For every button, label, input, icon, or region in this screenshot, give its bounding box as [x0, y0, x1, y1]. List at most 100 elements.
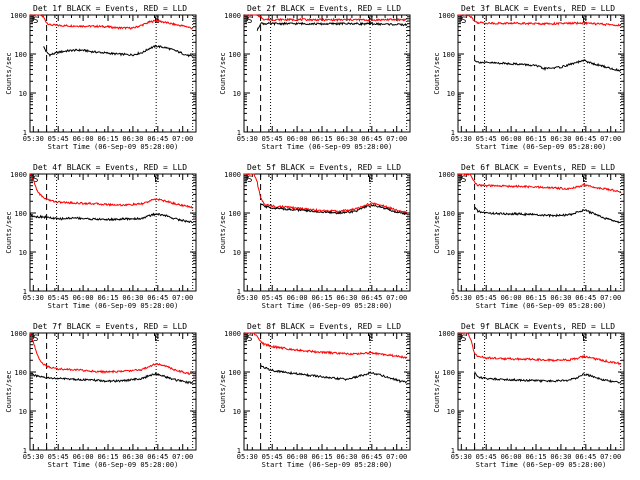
- events-rate-line: [474, 206, 622, 224]
- x-tick-label: 05:45: [476, 135, 497, 143]
- x-tick-label: 05:45: [476, 453, 497, 461]
- x-tick-label: 07:00: [386, 453, 407, 461]
- x-tick-label: 05:30: [237, 135, 258, 143]
- y-axis-label: Counts/sec: [433, 211, 441, 253]
- x-tick-label: 06:00: [73, 294, 94, 302]
- start-marker-label: S: [33, 16, 38, 26]
- x-tick-label: 06:30: [336, 135, 357, 143]
- y-tick-label: 1: [23, 129, 27, 137]
- x-tick-label: 06:15: [311, 135, 332, 143]
- lld-rate-line: [29, 173, 193, 209]
- y-axis-label: Counts/sec: [219, 211, 227, 253]
- y-tick-label: 100: [228, 210, 241, 218]
- panel-title: Det 6f BLACK = Events, RED = LLD: [461, 163, 615, 172]
- plot-frame: [243, 14, 411, 133]
- y-axis-label: Counts/sec: [433, 370, 441, 412]
- panel-title: Det 3f BLACK = Events, RED = LLD: [461, 4, 615, 13]
- panel-title: Det 9f BLACK = Events, RED = LLD: [461, 322, 615, 331]
- events-rate-line: [43, 44, 194, 58]
- y-axis-label: Counts/sec: [5, 52, 13, 94]
- x-tick-label: 06:00: [287, 135, 308, 143]
- x-tick-label: 05:45: [48, 135, 69, 143]
- y-tick-label: 100: [14, 210, 27, 218]
- y-tick-label: 100: [442, 51, 455, 59]
- events-rate-line: [29, 372, 194, 385]
- x-tick-label: 05:45: [262, 453, 283, 461]
- x-axis-label: Start Time (06-Sep-09 05:28:00): [262, 302, 393, 310]
- plot-frame: [457, 14, 625, 133]
- panel-title: Det 4f BLACK = Events, RED = LLD: [33, 163, 187, 172]
- y-tick-label: 1000: [10, 171, 27, 179]
- x-tick-label: 07:00: [172, 453, 193, 461]
- end-marker-label: E: [582, 175, 587, 185]
- x-tick-label: 07:00: [172, 135, 193, 143]
- plot-frame: [457, 173, 625, 292]
- y-tick-label: 1000: [10, 330, 27, 338]
- y-tick-label: 100: [442, 369, 455, 377]
- x-tick-label: 06:30: [550, 453, 571, 461]
- y-tick-label: 10: [19, 90, 27, 98]
- y-tick-label: 1: [237, 447, 241, 455]
- y-tick-label: 10: [447, 249, 455, 257]
- x-tick-label: 06:45: [147, 453, 168, 461]
- detector-panel: Det 9f BLACK = Events, RED = LLD 1 10 100 10…: [433, 322, 625, 469]
- events-rate-line: [474, 58, 622, 72]
- events-rate-line: [256, 21, 407, 31]
- x-tick-label: 05:45: [48, 294, 69, 302]
- x-tick-label: 05:30: [23, 135, 44, 143]
- x-tick-label: 06:30: [550, 135, 571, 143]
- y-tick-label: 1000: [10, 12, 27, 20]
- plot-frame: [29, 173, 197, 292]
- y-tick-label: 100: [14, 51, 27, 59]
- x-tick-label: 07:00: [386, 294, 407, 302]
- events-rate-line: [260, 202, 407, 216]
- detector-panel: Det 1f BLACK = Events, RED = LLD 1 10 100 10…: [5, 4, 197, 151]
- y-tick-label: 1: [237, 288, 241, 296]
- x-tick-label: 06:00: [73, 453, 94, 461]
- end-marker-label: E: [154, 334, 159, 344]
- y-tick-label: 1: [23, 288, 27, 296]
- y-tick-label: 10: [19, 408, 27, 416]
- start-marker-label: S: [461, 175, 466, 185]
- x-tick-label: 06:15: [97, 453, 118, 461]
- x-axis-label: Start Time (06-Sep-09 05:28:00): [48, 302, 179, 310]
- x-tick-label: 06:00: [73, 135, 94, 143]
- detector-panel: Det 3f BLACK = Events, RED = LLD 1 10 100 10…: [433, 4, 625, 151]
- x-tick-label: 06:45: [575, 135, 596, 143]
- x-tick-label: 05:45: [262, 294, 283, 302]
- y-axis-label: Counts/sec: [5, 370, 13, 412]
- y-tick-label: 10: [233, 249, 241, 257]
- x-tick-label: 05:30: [23, 453, 44, 461]
- detector-panel: Det 8f BLACK = Events, RED = LLD 1 10 100 10…: [219, 322, 411, 469]
- start-marker-label: S: [33, 334, 38, 344]
- lld-rate-line: [29, 14, 193, 30]
- x-tick-label: 05:45: [48, 453, 69, 461]
- panel-title: Det 8f BLACK = Events, RED = LLD: [247, 322, 401, 331]
- x-axis-label: Start Time (06-Sep-09 05:28:00): [48, 461, 179, 469]
- x-tick-label: 06:30: [550, 294, 571, 302]
- y-axis-label: Counts/sec: [219, 52, 227, 94]
- x-axis-label: Start Time (06-Sep-09 05:28:00): [476, 302, 607, 310]
- x-tick-label: 06:30: [122, 294, 143, 302]
- lld-rate-line: [243, 332, 408, 360]
- detector-panel: Det 4f BLACK = Events, RED = LLD 1 10 100 10…: [5, 163, 197, 310]
- start-marker-label: S: [461, 16, 466, 26]
- y-axis-label: Counts/sec: [5, 211, 13, 253]
- x-tick-label: 07:00: [172, 294, 193, 302]
- x-axis-label: Start Time (06-Sep-09 05:28:00): [262, 461, 393, 469]
- y-tick-label: 10: [19, 249, 27, 257]
- y-tick-label: 1: [23, 447, 27, 455]
- y-tick-label: 1000: [438, 171, 455, 179]
- events-rate-line: [29, 212, 193, 224]
- start-marker-label: S: [33, 175, 38, 185]
- x-tick-label: 06:45: [147, 135, 168, 143]
- events-rate-line: [474, 371, 621, 384]
- x-tick-label: 06:45: [361, 135, 382, 143]
- end-marker-label: E: [368, 16, 373, 26]
- y-tick-label: 1000: [224, 330, 241, 338]
- y-tick-label: 1: [237, 129, 241, 137]
- x-tick-label: 06:30: [122, 135, 143, 143]
- detector-panel: Det 5f BLACK = Events, RED = LLD 1 10 100 10…: [219, 163, 411, 310]
- y-tick-label: 1: [451, 288, 455, 296]
- start-marker-label: S: [247, 16, 252, 26]
